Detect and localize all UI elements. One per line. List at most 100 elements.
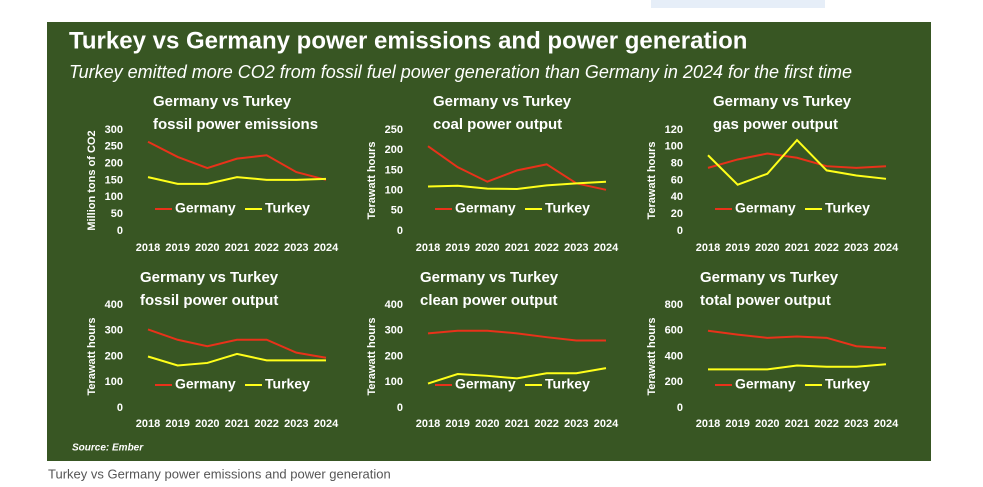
main-title: Turkey vs Germany power emissions and po… <box>69 27 747 54</box>
line <box>147 352 326 367</box>
legend-label: Germany <box>455 200 516 216</box>
x-tick-label: 2022 <box>814 418 838 430</box>
chart-subtitle: coal power output <box>433 116 562 133</box>
main-subtitle: Turkey emitted more CO2 from fossil fuel… <box>69 62 852 82</box>
x-tick-label: 2018 <box>416 418 440 430</box>
chart-subtitle: fossil power emissions <box>153 116 318 133</box>
y-axis-label: Terawatt hours <box>86 317 98 395</box>
y-tick-label: 200 <box>385 144 403 156</box>
x-tick-label: 2019 <box>445 242 469 254</box>
y-tick-label: 800 <box>665 299 683 311</box>
x-tick-label: 2023 <box>284 418 308 430</box>
legend-label: Turkey <box>825 200 870 216</box>
x-tick-label: 2020 <box>475 418 499 430</box>
legend-label: Turkey <box>265 376 310 392</box>
x-tick-label: 2018 <box>696 242 720 254</box>
line <box>707 138 887 186</box>
x-tick-label: 2021 <box>225 242 249 254</box>
y-tick-label: 0 <box>677 402 683 414</box>
legend-label: Germany <box>455 376 516 392</box>
x-tick-label: 2021 <box>505 242 529 254</box>
x-tick-label: 2019 <box>165 418 189 430</box>
legend-label: Turkey <box>545 200 590 216</box>
line <box>707 329 887 350</box>
y-tick-label: 300 <box>105 325 123 337</box>
line <box>707 152 887 169</box>
y-axis-label: Terawatt hours <box>366 141 378 219</box>
x-tick-label: 2018 <box>136 418 160 430</box>
y-tick-label: 20 <box>671 208 683 220</box>
y-tick-label: 300 <box>105 124 123 136</box>
y-axis-label: Million tons of CO2 <box>86 130 98 230</box>
y-tick-label: 0 <box>397 225 403 237</box>
y-tick-label: 200 <box>385 350 403 362</box>
x-tick-label: 2018 <box>136 242 160 254</box>
y-tick-label: 80 <box>671 158 683 170</box>
y-tick-label: 250 <box>385 124 403 136</box>
x-tick-label: 2024 <box>314 418 339 430</box>
legend-label: Germany <box>175 200 236 216</box>
x-tick-label: 2024 <box>874 418 899 430</box>
y-tick-label: 150 <box>385 164 403 176</box>
x-tick-label: 2022 <box>254 418 278 430</box>
chart-title: Germany vs Turkey <box>433 93 572 110</box>
chart-title: Germany vs Turkey <box>420 269 559 286</box>
y-tick-label: 200 <box>105 158 123 170</box>
x-tick-label: 2018 <box>696 418 720 430</box>
y-tick-label: 100 <box>105 376 123 388</box>
y-tick-label: 40 <box>671 191 683 203</box>
x-tick-label: 2022 <box>814 242 838 254</box>
x-tick-label: 2020 <box>195 242 219 254</box>
x-tick-label: 2023 <box>844 418 868 430</box>
x-tick-label: 2024 <box>874 242 899 254</box>
x-tick-label: 2021 <box>785 242 809 254</box>
x-tick-label: 2024 <box>594 418 619 430</box>
y-tick-label: 100 <box>105 191 123 203</box>
line <box>427 180 607 190</box>
x-tick-label: 2020 <box>195 418 219 430</box>
x-tick-label: 2020 <box>755 242 779 254</box>
chart-subtitle: fossil power output <box>140 292 278 309</box>
y-axis-label: Terawatt hours <box>366 317 378 395</box>
chart-title: Germany vs Turkey <box>140 269 279 286</box>
chart-subtitle: gas power output <box>713 116 838 133</box>
y-tick-label: 120 <box>665 124 683 136</box>
y-tick-label: 400 <box>105 299 123 311</box>
x-tick-label: 2022 <box>254 242 278 254</box>
line <box>427 367 607 385</box>
x-tick-label: 2024 <box>314 242 339 254</box>
line <box>147 140 327 181</box>
x-tick-label: 2023 <box>564 242 588 254</box>
y-tick-label: 0 <box>397 402 403 414</box>
line <box>427 329 606 342</box>
y-tick-label: 50 <box>111 208 123 220</box>
x-tick-label: 2019 <box>725 418 749 430</box>
line <box>708 363 887 371</box>
x-tick-label: 2023 <box>284 242 308 254</box>
source: Source: Ember <box>72 443 144 454</box>
x-tick-label: 2018 <box>416 242 440 254</box>
y-tick-label: 100 <box>385 376 403 388</box>
y-tick-label: 0 <box>117 225 123 237</box>
legend-label: Germany <box>735 200 796 216</box>
x-tick-label: 2020 <box>755 418 779 430</box>
y-tick-label: 250 <box>105 141 123 153</box>
y-tick-label: 200 <box>105 350 123 362</box>
chart-subtitle: clean power output <box>420 292 558 309</box>
x-tick-label: 2021 <box>505 418 529 430</box>
panel <box>47 22 931 461</box>
legend-label: Turkey <box>825 376 870 392</box>
x-tick-label: 2019 <box>725 242 749 254</box>
legend-label: Turkey <box>545 376 590 392</box>
y-tick-label: 400 <box>665 350 683 362</box>
legend-label: Germany <box>735 376 796 392</box>
x-tick-label: 2021 <box>225 418 249 430</box>
y-tick-label: 50 <box>391 205 403 217</box>
line <box>147 328 327 359</box>
y-tick-label: 200 <box>665 376 683 388</box>
x-tick-label: 2021 <box>785 418 809 430</box>
y-tick-label: 150 <box>105 174 123 186</box>
x-tick-label: 2023 <box>564 418 588 430</box>
x-tick-label: 2019 <box>165 242 189 254</box>
chart-title: Germany vs Turkey <box>713 93 852 110</box>
